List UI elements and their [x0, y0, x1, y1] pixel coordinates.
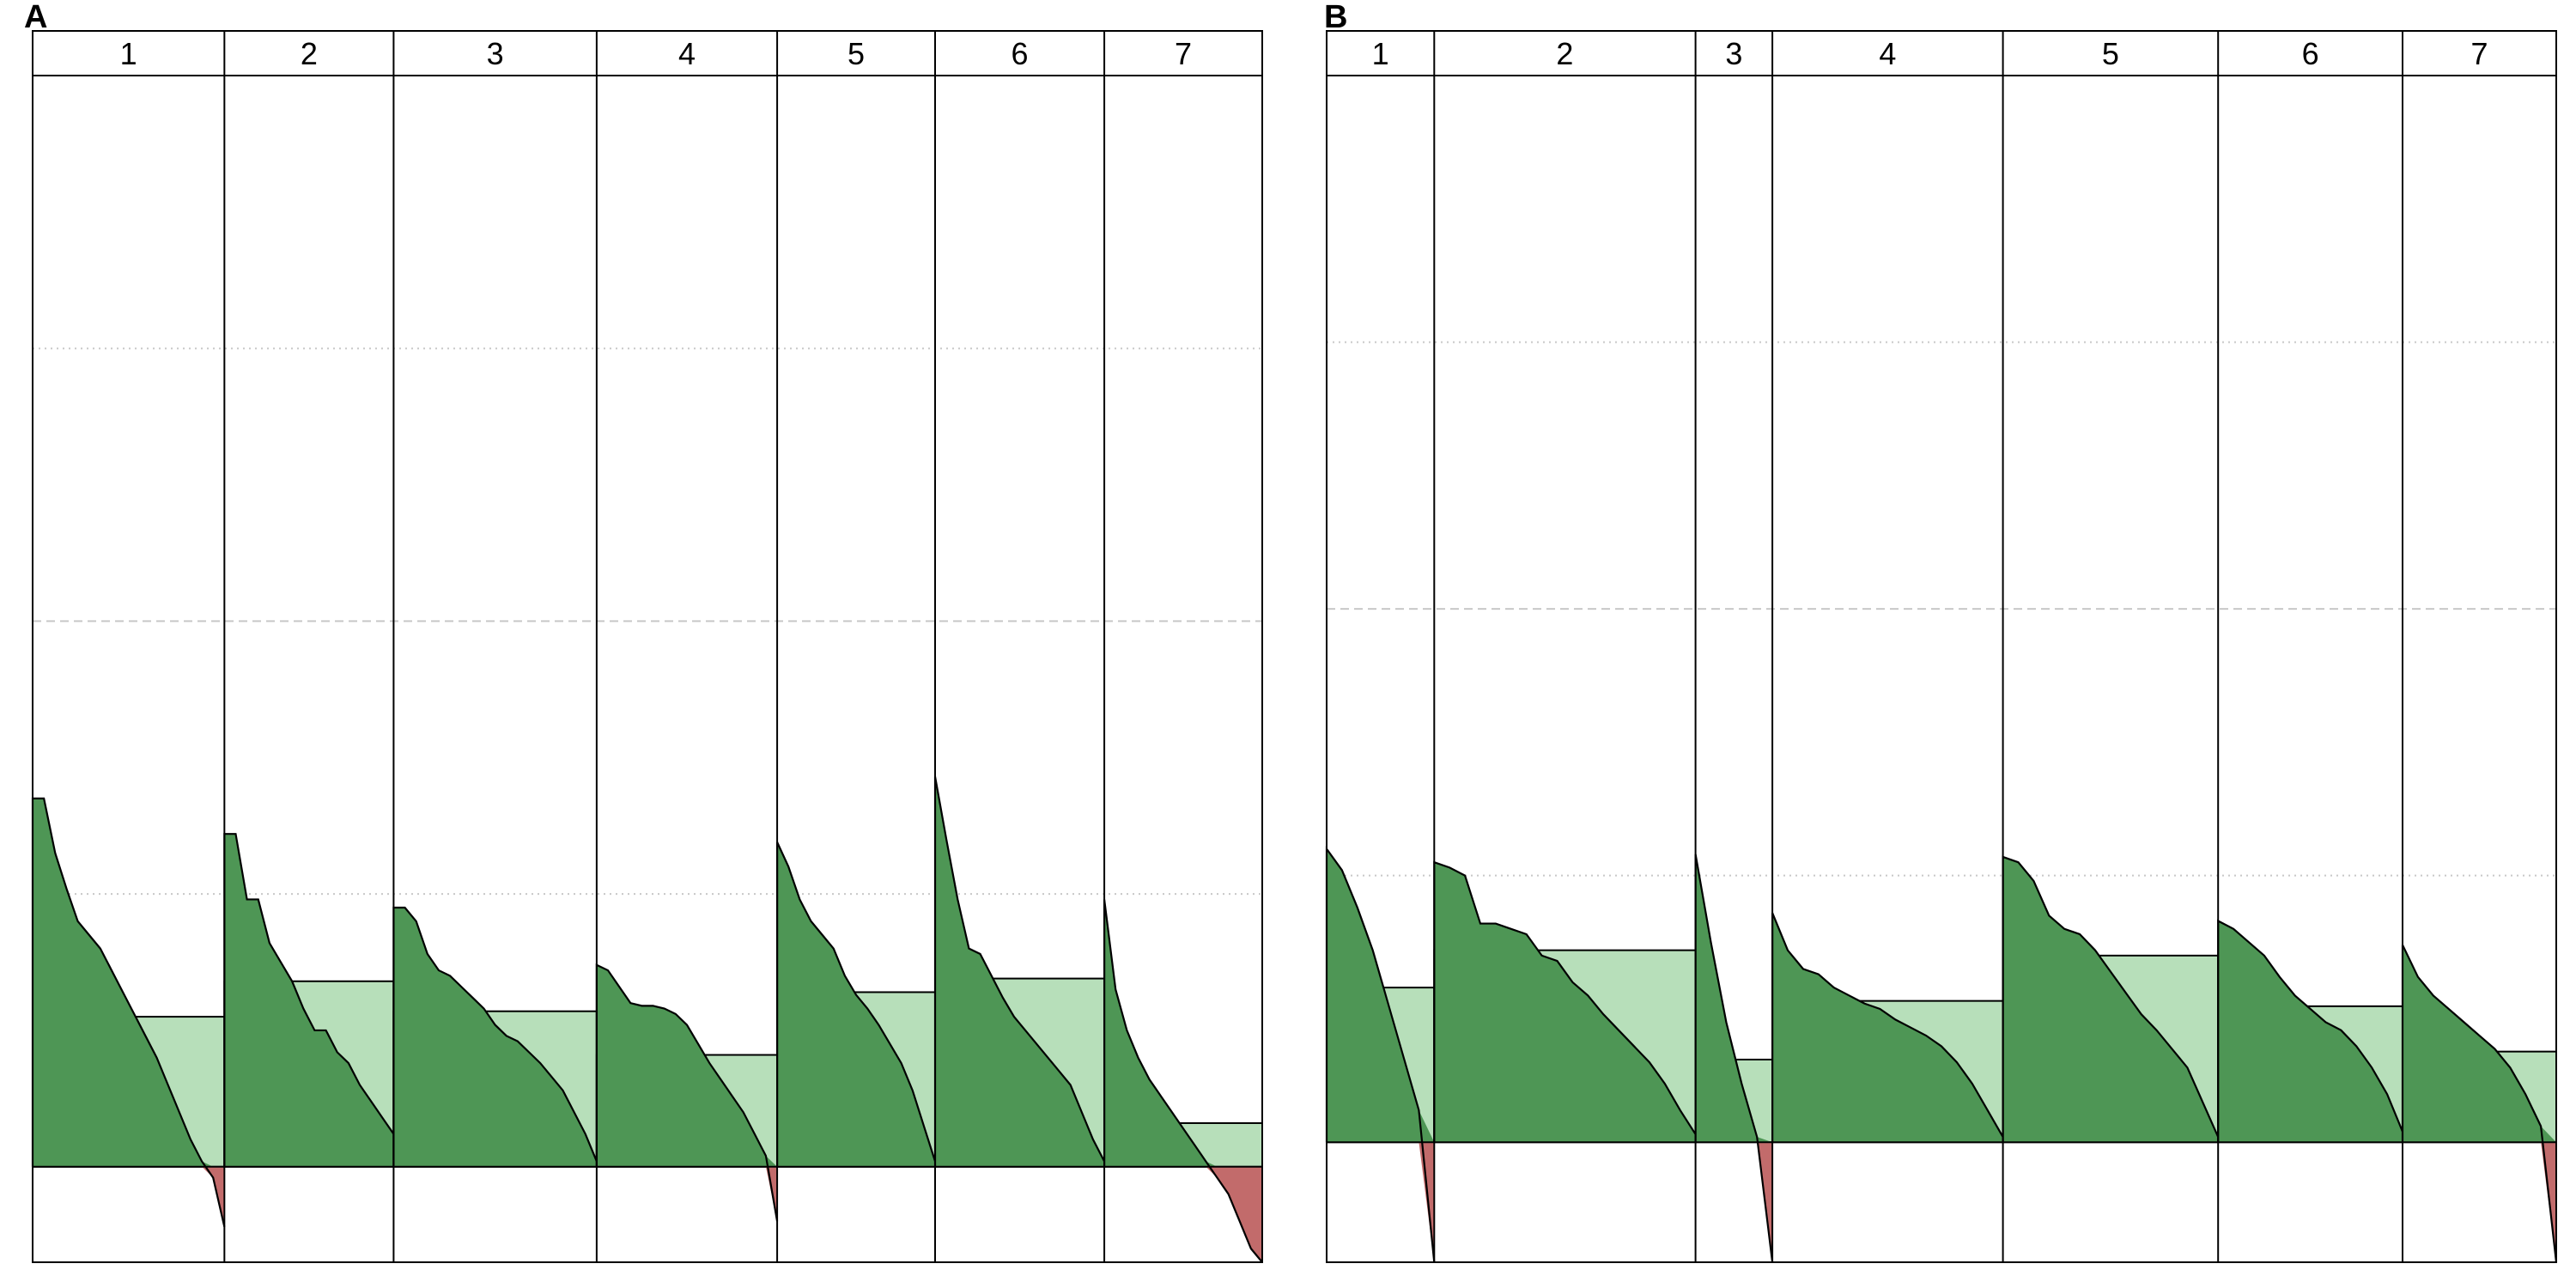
silhouette-curve	[1325, 846, 1436, 1263]
silhouette-curve	[2401, 944, 2558, 1263]
silhouette-curve	[223, 833, 395, 1167]
silhouette-positive-area	[935, 776, 1105, 1167]
silhouette-positive-area	[1772, 913, 2003, 1143]
cluster-1: 1	[31, 36, 226, 1227]
silhouette-curve	[933, 776, 1106, 1167]
silhouette-curve	[1433, 860, 1697, 1143]
cluster-1: 1	[1325, 36, 1436, 1263]
cluster-2: 2	[1433, 36, 1697, 1144]
silhouette-positive-area	[1434, 862, 1696, 1143]
panel-frame	[32, 30, 1263, 1263]
cluster-label: 1	[1372, 36, 1389, 71]
cluster-label: 1	[120, 36, 137, 71]
silhouette-positive-area	[2002, 856, 2219, 1143]
cluster-2: 2	[223, 36, 395, 1168]
cluster-4: 4	[1771, 36, 2004, 1144]
silhouette-positive-area	[1104, 899, 1262, 1167]
cluster-4: 4	[595, 36, 779, 1222]
panel-letter: A	[24, 0, 47, 35]
cluster-label: 6	[2302, 36, 2319, 71]
silhouette-positive-area	[2403, 945, 2556, 1143]
silhouette-positive-area	[33, 798, 225, 1167]
cluster-label: 4	[1879, 36, 1896, 71]
cluster-3: 3	[392, 36, 598, 1168]
cluster-6: 6	[2217, 36, 2404, 1144]
cluster-label: 5	[848, 36, 865, 71]
panel-a: A 1 2 3 4 5 6 7	[24, 0, 1263, 1263]
cluster-5: 5	[775, 36, 937, 1168]
silhouette-positive-area	[393, 907, 597, 1167]
silhouette-positive-area	[2218, 920, 2403, 1143]
silhouette-positive-area	[1327, 848, 1435, 1143]
cluster-label: 2	[301, 36, 318, 71]
silhouette-negative-area	[2403, 1142, 2556, 1262]
silhouette-negative-area	[1104, 1166, 1262, 1262]
silhouette-positive-area	[1695, 854, 1773, 1143]
cluster-label: 7	[2470, 36, 2488, 71]
silhouette-curve	[392, 906, 598, 1167]
cluster-7: 7	[1103, 36, 1263, 1263]
silhouette-negative-area	[596, 1166, 778, 1222]
cluster-label: 4	[678, 36, 696, 71]
cluster-label: 6	[1012, 36, 1029, 71]
silhouette-curve	[775, 841, 937, 1167]
cluster-6: 6	[933, 36, 1106, 1168]
silhouette-negative-area	[33, 1166, 225, 1227]
cluster-label: 3	[487, 36, 504, 71]
cluster-5: 5	[2002, 36, 2220, 1144]
cluster-3: 3	[1694, 36, 1774, 1263]
silhouette-curve	[31, 797, 226, 1227]
panel-b: B1 2 3 4 5 6 7	[1324, 0, 2558, 1263]
silhouette-curve	[1103, 899, 1263, 1263]
silhouette-curve	[2002, 855, 2220, 1143]
silhouette-negative-area	[1695, 1142, 1773, 1262]
silhouette-curve	[595, 963, 779, 1222]
silhouette-negative-area	[1327, 1142, 1435, 1262]
silhouette-positive-area	[224, 834, 394, 1167]
silhouette-positive-area	[777, 841, 936, 1167]
silhouette-positive-area	[596, 964, 778, 1167]
cluster-7: 7	[2401, 36, 2558, 1263]
cluster-label: 3	[1725, 36, 1742, 71]
panel-letter: B	[1324, 0, 1347, 35]
silhouette-curve	[2217, 919, 2404, 1143]
cluster-label: 5	[2102, 36, 2119, 71]
cluster-label: 2	[1556, 36, 1573, 71]
panel-frame	[1326, 30, 2557, 1263]
cluster-label: 7	[1175, 36, 1192, 71]
silhouette-curve	[1771, 912, 2004, 1143]
